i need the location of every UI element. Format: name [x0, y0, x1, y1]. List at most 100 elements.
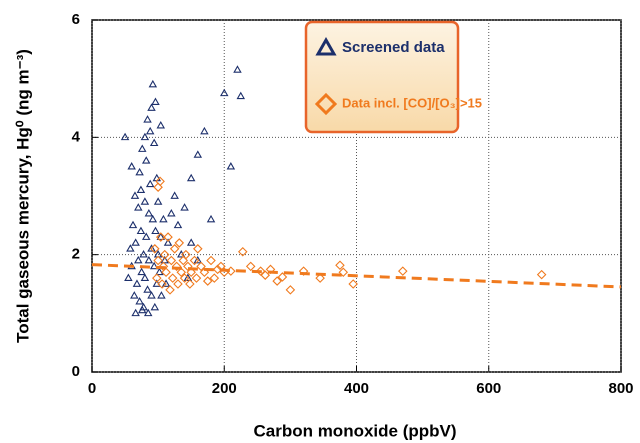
point: [160, 255, 169, 264]
point: [147, 291, 156, 299]
point: [398, 266, 408, 276]
point: [147, 244, 156, 252]
point: [143, 285, 152, 293]
point: [137, 267, 146, 276]
point: [151, 226, 160, 235]
point: [152, 273, 162, 283]
point: [206, 255, 216, 266]
point: [200, 126, 209, 135]
point: [120, 132, 130, 141]
point: [131, 238, 140, 246]
x-tick-label: 600: [476, 380, 501, 397]
point: [136, 185, 146, 193]
point: [193, 150, 203, 158]
point: [138, 305, 147, 314]
y-tick-label: 6: [72, 11, 80, 28]
point: [135, 296, 144, 305]
point: [260, 270, 271, 280]
point: [173, 220, 183, 229]
point: [144, 208, 154, 217]
point: [183, 273, 193, 281]
point: [161, 279, 171, 287]
point: [298, 266, 309, 276]
point: [147, 103, 156, 111]
point: [163, 232, 173, 242]
point: [134, 255, 143, 264]
point: [226, 162, 236, 170]
point: [173, 279, 183, 289]
y-tick-label: 2: [72, 246, 80, 263]
point: [174, 238, 185, 248]
point: [161, 267, 171, 278]
point: [148, 79, 158, 88]
point: [153, 255, 163, 266]
point: [348, 279, 358, 289]
point: [163, 238, 173, 246]
point: [170, 191, 179, 199]
point: [166, 255, 177, 266]
point: [151, 97, 160, 105]
point: [139, 250, 148, 258]
point: [209, 273, 220, 283]
point: [245, 261, 256, 272]
point: [141, 156, 151, 164]
x-tick-label: 800: [608, 380, 633, 397]
legend-marker: [314, 92, 338, 116]
legend-marker: [315, 36, 337, 56]
point: [536, 269, 547, 280]
point: [237, 246, 248, 257]
point: [181, 249, 191, 260]
point: [335, 260, 345, 271]
point: [128, 220, 138, 229]
point: [156, 120, 166, 129]
point: [157, 279, 167, 289]
point: [315, 273, 325, 283]
point: [145, 179, 155, 188]
point: [186, 238, 196, 246]
point: [206, 214, 216, 223]
point: [159, 249, 170, 260]
point: [236, 91, 246, 100]
point: [220, 88, 229, 97]
y-axis-label: Total gaseous mercury, Hg⁰ (ng m⁻³): [13, 49, 32, 343]
x-tick-label: 400: [344, 380, 369, 397]
point: [127, 162, 136, 170]
point: [185, 279, 195, 289]
point: [134, 203, 143, 211]
point: [143, 308, 153, 317]
point: [180, 203, 189, 211]
point: [141, 232, 151, 240]
point: [149, 138, 159, 147]
point: [196, 261, 206, 272]
point: [202, 276, 213, 286]
point: [124, 273, 133, 281]
point: [153, 182, 163, 192]
point: [179, 273, 190, 283]
point: [156, 232, 166, 240]
point: [193, 255, 203, 264]
point: [136, 226, 146, 235]
point: [186, 173, 196, 182]
y-tick-label: 0: [72, 363, 80, 380]
point: [144, 255, 154, 264]
point: [191, 273, 202, 283]
point: [155, 176, 165, 187]
point: [169, 244, 180, 254]
x-tick-label: 0: [88, 380, 96, 397]
point: [149, 261, 159, 270]
point: [338, 267, 349, 278]
x-axis-label: Carbon monoxide (ppbV): [253, 421, 456, 440]
point: [176, 267, 187, 278]
point: [132, 279, 142, 287]
point: [186, 267, 196, 278]
point: [140, 273, 150, 281]
point: [145, 126, 155, 135]
point: [130, 191, 140, 199]
point: [131, 308, 140, 317]
point: [285, 285, 296, 295]
point: [150, 302, 160, 311]
point: [140, 132, 150, 141]
point: [272, 276, 282, 286]
legend-box: [304, 20, 460, 134]
